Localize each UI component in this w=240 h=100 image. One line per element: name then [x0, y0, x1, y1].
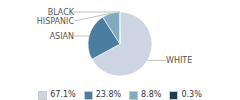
svg-text:BLACK: BLACK [48, 8, 75, 17]
html-text:0.3%: 0.3% [181, 90, 202, 99]
html-text:23.8%: 23.8% [95, 90, 122, 99]
html-text:67.1%: 67.1% [50, 90, 76, 99]
svg-text:HISPANIC: HISPANIC [37, 17, 75, 26]
svg-text:ASIAN: ASIAN [50, 32, 74, 41]
html-text:8.8%: 8.8% [141, 90, 162, 99]
svg-text:WHITE: WHITE [166, 56, 192, 65]
